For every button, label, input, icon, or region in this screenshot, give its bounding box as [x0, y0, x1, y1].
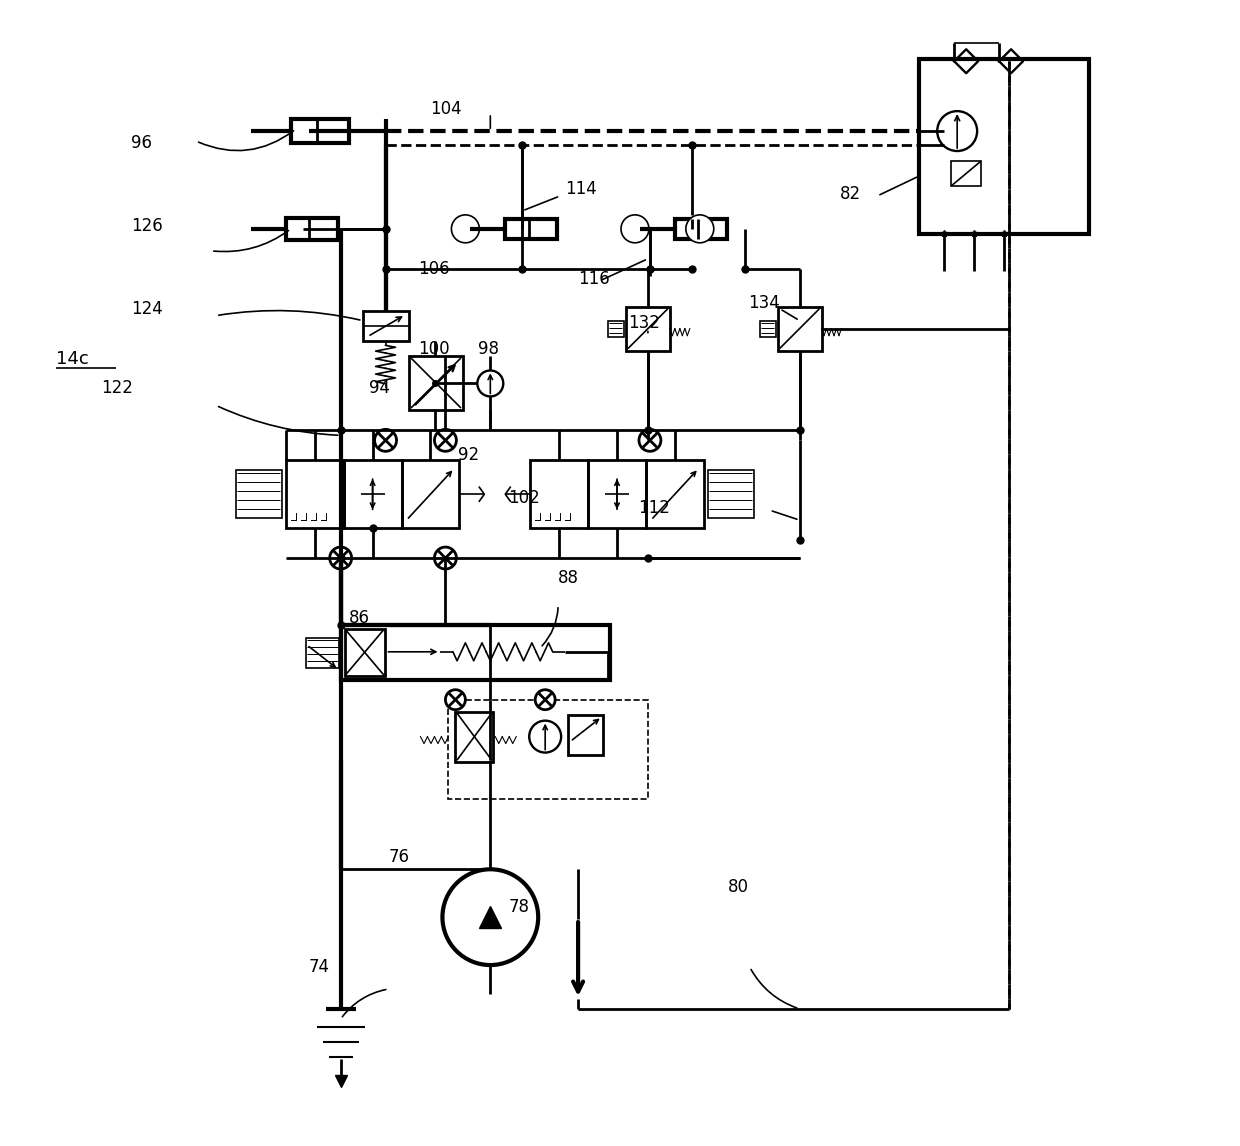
- Bar: [455, 712, 494, 762]
- Bar: [285, 218, 337, 240]
- Bar: [675, 219, 727, 238]
- Circle shape: [477, 370, 503, 397]
- Circle shape: [621, 214, 649, 243]
- Bar: [345, 629, 384, 676]
- Bar: [568, 715, 603, 754]
- Bar: [362, 311, 408, 340]
- Text: 100: 100: [418, 339, 450, 358]
- Circle shape: [639, 430, 661, 452]
- Text: 76: 76: [388, 848, 409, 866]
- Circle shape: [330, 547, 352, 570]
- Text: 74: 74: [309, 958, 330, 976]
- Text: 96: 96: [131, 134, 153, 152]
- Text: 102: 102: [508, 489, 541, 508]
- Circle shape: [374, 430, 397, 452]
- Circle shape: [434, 547, 456, 570]
- Text: 126: 126: [131, 217, 162, 235]
- Bar: [708, 470, 754, 518]
- Text: 82: 82: [839, 185, 861, 203]
- Text: 106: 106: [418, 260, 450, 277]
- Text: 14c: 14c: [56, 350, 89, 368]
- Text: 112: 112: [637, 500, 670, 517]
- Bar: [285, 461, 343, 528]
- Circle shape: [443, 870, 538, 965]
- Text: 134: 134: [748, 293, 780, 312]
- Bar: [531, 461, 588, 528]
- Circle shape: [529, 721, 562, 753]
- Circle shape: [445, 690, 465, 709]
- Bar: [951, 160, 981, 186]
- Bar: [341, 625, 610, 680]
- Bar: [608, 321, 624, 337]
- Text: 114: 114: [565, 180, 596, 198]
- Bar: [408, 355, 464, 410]
- Text: 124: 124: [131, 299, 162, 317]
- Text: 80: 80: [728, 878, 749, 896]
- Text: 116: 116: [578, 269, 610, 288]
- Bar: [402, 461, 459, 528]
- Bar: [449, 700, 649, 800]
- Circle shape: [434, 430, 456, 452]
- Bar: [505, 219, 557, 238]
- Text: 104: 104: [430, 100, 463, 118]
- Bar: [291, 119, 348, 143]
- Text: 86: 86: [348, 609, 370, 627]
- Circle shape: [686, 214, 714, 243]
- Bar: [588, 461, 646, 528]
- Circle shape: [536, 690, 556, 709]
- Text: 122: 122: [102, 379, 133, 398]
- Text: 94: 94: [368, 379, 389, 398]
- Bar: [306, 638, 339, 668]
- Bar: [777, 307, 822, 351]
- Bar: [760, 321, 776, 337]
- Bar: [626, 307, 670, 351]
- Circle shape: [937, 111, 977, 151]
- Text: 78: 78: [508, 898, 529, 916]
- Text: 98: 98: [479, 339, 500, 358]
- Text: 92: 92: [459, 446, 480, 464]
- Bar: [236, 470, 281, 518]
- Text: 88: 88: [558, 568, 579, 587]
- Bar: [919, 60, 1089, 234]
- Text: 132: 132: [627, 314, 660, 331]
- Circle shape: [451, 214, 480, 243]
- Bar: [343, 461, 402, 528]
- Bar: [646, 461, 704, 528]
